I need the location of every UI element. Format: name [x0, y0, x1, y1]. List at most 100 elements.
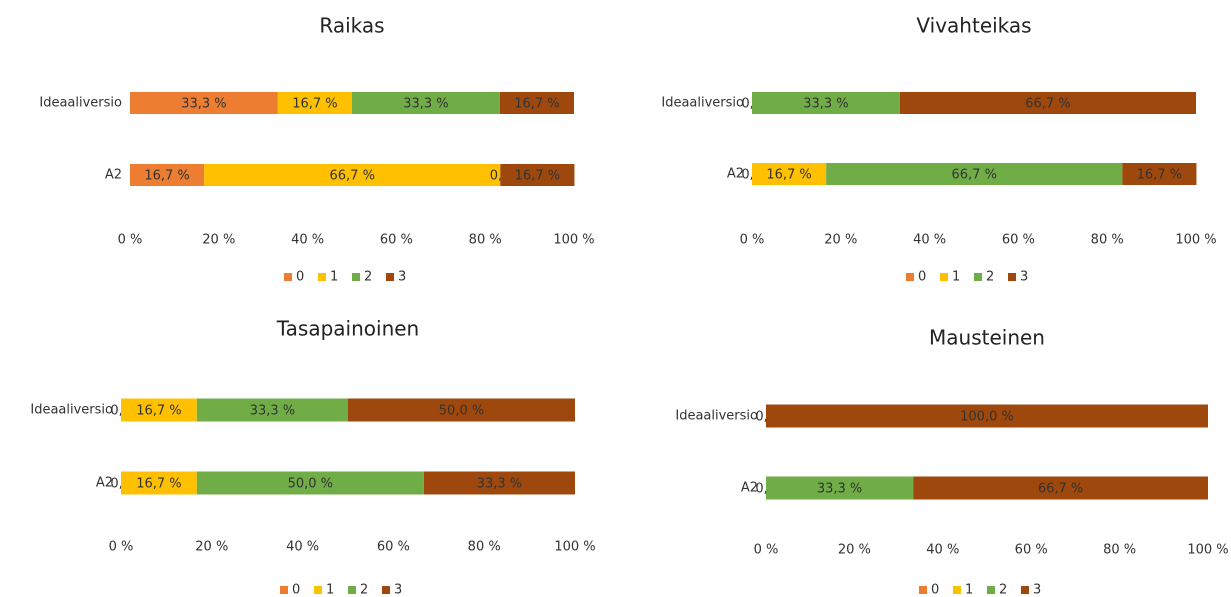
x-tick-label: 0 % — [740, 233, 765, 248]
legend-label: 0 — [931, 583, 939, 597]
bar-segment — [204, 164, 501, 186]
bar-segment — [196, 471, 424, 495]
legend-label: 3 — [1033, 583, 1041, 597]
legend-label: 0 — [292, 583, 300, 597]
x-tick-label: 0 % — [754, 543, 779, 558]
x-tick-label: 40 % — [286, 540, 319, 555]
bar-segment — [766, 404, 1208, 428]
category-label: Ideaaliversio — [675, 409, 758, 424]
bar-segment — [121, 398, 197, 422]
bar-segment — [899, 92, 1196, 114]
x-tick-label: 100 % — [553, 233, 594, 248]
chart-title: Vivahteikas — [916, 14, 1031, 38]
chart-title: Tasapainoinen — [276, 317, 419, 341]
bar-segment — [348, 398, 575, 422]
legend-label: 2 — [986, 270, 994, 285]
category-label: Ideaaliversio — [30, 403, 113, 418]
x-tick-label: 80 % — [1091, 233, 1124, 248]
chart-title: Raikas — [319, 14, 384, 38]
category-label: Ideaaliversio — [661, 96, 744, 111]
data-label: 16,7 % — [136, 477, 181, 492]
legend-swatch — [352, 273, 360, 281]
x-tick-label: 100 % — [1187, 543, 1228, 558]
bar-segment — [277, 92, 352, 114]
data-label: 16,7 % — [136, 404, 181, 419]
legend-swatch — [919, 586, 927, 594]
legend-label: 1 — [330, 270, 338, 285]
bar-segment — [913, 476, 1208, 500]
legend-swatch — [1008, 273, 1016, 281]
x-tick-label: 40 % — [291, 233, 324, 248]
x-tick-label: 0 % — [118, 233, 143, 248]
x-tick-label: 40 % — [913, 233, 946, 248]
data-label: 33,3 % — [181, 97, 226, 112]
data-label: 33,3 % — [250, 404, 295, 419]
x-tick-label: 80 % — [469, 233, 502, 248]
legend-swatch — [1021, 586, 1029, 594]
legend-swatch — [382, 586, 390, 594]
data-label: 16,7 % — [514, 97, 559, 112]
data-label: 16,7 % — [144, 169, 189, 184]
data-label: 50,0 % — [439, 404, 484, 419]
legend-swatch — [280, 586, 288, 594]
legend-swatch — [974, 273, 982, 281]
data-label: 66,7 % — [330, 169, 375, 184]
legend-label: 1 — [965, 583, 973, 597]
legend-label: 2 — [360, 583, 368, 597]
bar-segment — [500, 164, 575, 186]
legend-swatch — [906, 273, 914, 281]
bar-segment — [196, 398, 348, 422]
legend-swatch — [314, 586, 322, 594]
legend-label: 2 — [999, 583, 1007, 597]
x-tick-label: 20 % — [195, 540, 228, 555]
x-tick-label: 80 % — [468, 540, 501, 555]
x-tick-label: 40 % — [926, 543, 959, 558]
bar-segment — [130, 164, 205, 186]
x-tick-label: 80 % — [1103, 543, 1136, 558]
bar-segment — [423, 471, 575, 495]
data-label: 33,3 % — [803, 97, 848, 112]
legend-swatch — [284, 273, 292, 281]
data-label: 66,7 % — [1025, 97, 1070, 112]
legend-label: 0 — [918, 270, 926, 285]
x-tick-label: 60 % — [1015, 543, 1048, 558]
data-label: 100,0 % — [960, 410, 1014, 425]
bar-segment — [1122, 163, 1197, 185]
bar-segment — [766, 476, 914, 500]
x-tick-label: 0 % — [109, 540, 134, 555]
legend-label: 1 — [952, 270, 960, 285]
bar-segment — [130, 92, 278, 114]
data-label: 16,7 % — [766, 168, 811, 183]
x-tick-label: 60 % — [377, 540, 410, 555]
data-label: 16,7 % — [515, 169, 560, 184]
legend-label: 3 — [394, 583, 402, 597]
data-label: 33,3 % — [403, 97, 448, 112]
legend-label: 0 — [296, 270, 304, 285]
bar-segment — [752, 92, 900, 114]
bar-segment — [121, 471, 197, 495]
data-label: 33,3 % — [477, 477, 522, 492]
legend-swatch — [318, 273, 326, 281]
data-label: 50,0 % — [288, 477, 333, 492]
data-label: 16,7 % — [292, 97, 337, 112]
legend-label: 2 — [364, 270, 372, 285]
data-label: 33,3 % — [817, 482, 862, 497]
data-label: 66,7 % — [1038, 482, 1083, 497]
category-label: A2 — [96, 476, 113, 491]
x-tick-label: 60 % — [380, 233, 413, 248]
legend-swatch — [348, 586, 356, 594]
bar-segment — [352, 92, 500, 114]
x-tick-label: 60 % — [1002, 233, 1035, 248]
chart-title: Mausteinen — [929, 326, 1045, 350]
legend-label: 1 — [326, 583, 334, 597]
legend-label: 3 — [1020, 270, 1028, 285]
x-tick-label: 20 % — [202, 233, 235, 248]
bar-segment — [499, 92, 574, 114]
data-label: 16,7 % — [1137, 168, 1182, 183]
legend-label: 3 — [398, 270, 406, 285]
bar-segment — [826, 163, 1123, 185]
bar-segment — [752, 163, 827, 185]
x-tick-label: 100 % — [1175, 233, 1216, 248]
category-label: A2 — [105, 168, 122, 183]
x-tick-label: 20 % — [824, 233, 857, 248]
